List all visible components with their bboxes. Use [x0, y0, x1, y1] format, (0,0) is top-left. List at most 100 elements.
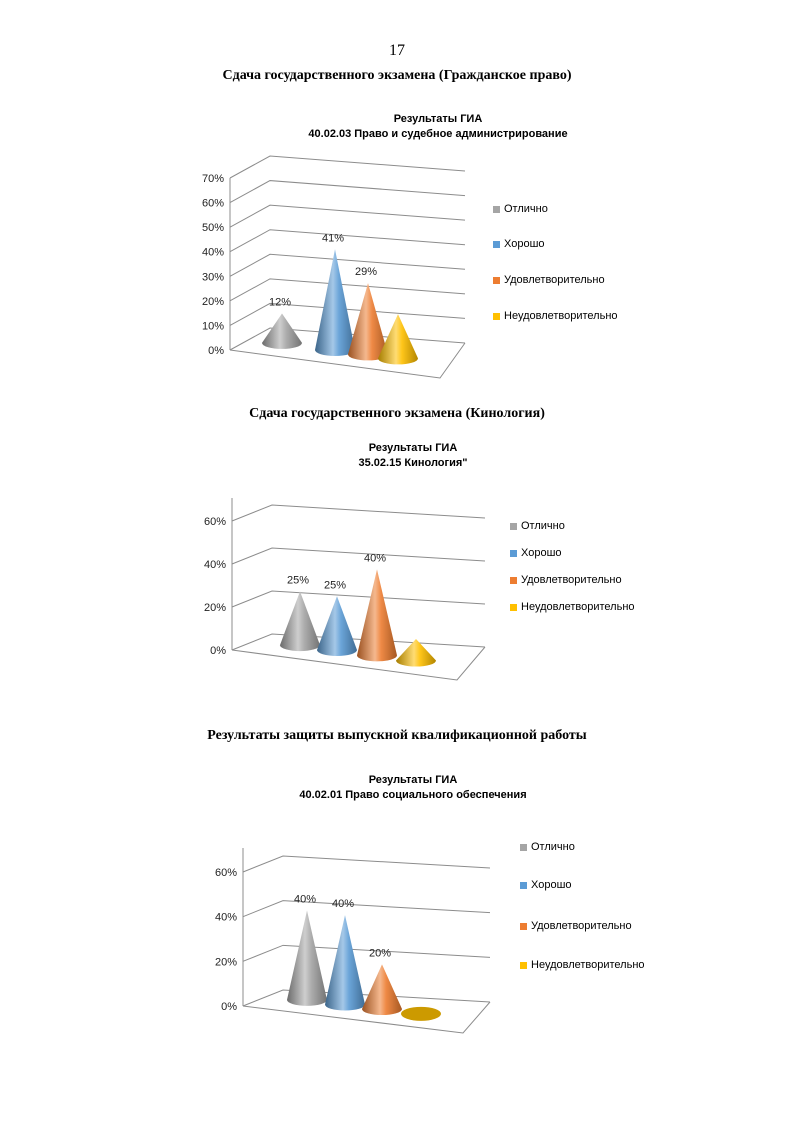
legend-swatch — [510, 549, 517, 557]
chart2-legend-item: Неудовлетворительно — [510, 601, 635, 613]
data-label: 25% — [287, 574, 309, 586]
y-tick-label: 0% — [208, 345, 224, 357]
y-tick-label: 40% — [202, 247, 224, 259]
y-tick-label: 50% — [202, 222, 224, 234]
chart3-legend-item: Хорошо — [520, 879, 572, 891]
legend-label: Удовлетворительно — [504, 274, 605, 286]
legend-label: Хорошо — [521, 547, 562, 559]
heading-civil-law-exam: Сдача государственного экзамена (Граждан… — [222, 68, 572, 83]
gridline — [242, 855, 491, 873]
legend-swatch — [493, 312, 500, 320]
chart1-legend-item: Удовлетворительно — [493, 274, 605, 286]
gridline — [229, 155, 466, 179]
y-tick-label: 60% — [215, 867, 237, 879]
chart1-title-line2: 40.02.03 Право и судебное администрирова… — [308, 128, 568, 140]
y-tick-label: 0% — [210, 645, 226, 657]
chart1-legend-item: Хорошо — [493, 238, 545, 250]
gridline — [242, 900, 491, 918]
cone-Неудовлетворительно — [378, 314, 418, 365]
y-tick-label: 10% — [202, 320, 224, 332]
cone-Отлично — [280, 591, 320, 652]
chart-floor-edge — [231, 646, 486, 681]
data-label: 25% — [324, 579, 346, 591]
chart2-legend-item: Хорошо — [510, 547, 562, 559]
gridline — [231, 547, 486, 565]
chart3-title-line2: 40.02.01 Право социального обеспечения — [299, 789, 527, 801]
cone-Хорошо — [315, 249, 355, 356]
gridline — [229, 253, 466, 277]
gridline — [229, 229, 466, 253]
chart3-legend-item: Отлично — [520, 841, 575, 853]
y-tick-label: 20% — [202, 296, 224, 308]
y-tick-label: 20% — [215, 956, 237, 968]
data-label: 41% — [322, 232, 344, 244]
y-tick-label: 30% — [202, 271, 224, 283]
data-label: 29% — [355, 266, 377, 278]
data-label: 40% — [364, 552, 386, 564]
data-label: 40% — [294, 894, 316, 906]
cone-Отлично — [287, 910, 327, 1006]
legend-label: Отлично — [531, 841, 575, 853]
gridline — [242, 989, 491, 1007]
cone-Хорошо — [325, 915, 365, 1011]
chart1-legend-item: Отлично — [493, 203, 548, 215]
y-tick-label: 60% — [204, 516, 226, 528]
chart2-title: Результаты ГИА 35.02.15 Кинология" — [213, 441, 613, 471]
gridline — [231, 633, 486, 651]
chart3-legend-item: Удовлетворительно — [520, 920, 632, 932]
data-label: 20% — [369, 947, 391, 959]
heading-cynology-exam: Сдача государственного экзамена (Кинолог… — [249, 406, 545, 421]
y-tick-label: 20% — [204, 602, 226, 614]
chart1-legend-item: Неудовлетворительно — [493, 310, 618, 322]
legend-label: Хорошо — [504, 238, 545, 250]
cone-Хорошо — [317, 596, 357, 656]
legend-swatch — [520, 881, 527, 889]
data-label: 12% — [269, 296, 291, 308]
heading-thesis-defense: Результаты защиты выпускной квалификацио… — [207, 728, 587, 743]
chart2-legend-item: Удовлетворительно — [510, 574, 622, 586]
chart2-title-line1: Результаты ГИА — [368, 442, 458, 454]
legend-swatch — [510, 576, 517, 584]
legend-label: Неудовлетворительно — [531, 959, 645, 971]
chart1-title-line1: Результаты ГИА — [393, 113, 483, 125]
y-tick-label: 0% — [221, 1001, 237, 1013]
legend-swatch — [520, 843, 527, 851]
gridline — [229, 204, 466, 228]
legend-label: Неудовлетворительно — [521, 601, 635, 613]
cone-Удовлетворительно — [357, 569, 397, 662]
chart3-title: Результаты ГИА 40.02.01 Право социальног… — [213, 773, 613, 803]
gridline — [231, 590, 486, 608]
legend-swatch — [520, 961, 527, 969]
legend-swatch — [493, 240, 500, 248]
gridline — [229, 302, 466, 326]
legend-label: Отлично — [521, 520, 565, 532]
data-label: 40% — [332, 898, 354, 910]
cone-Неудовлетворительно — [401, 1006, 441, 1021]
chart2-title-line2: 35.02.15 Кинология" — [358, 457, 468, 469]
chart3-legend-item: Неудовлетворительно — [520, 959, 645, 971]
legend-swatch — [520, 922, 527, 930]
cone-Отлично — [262, 313, 302, 349]
legend-label: Удовлетворительно — [521, 574, 622, 586]
legend-swatch — [510, 522, 517, 530]
gridline — [229, 278, 466, 302]
y-tick-label: 60% — [202, 198, 224, 210]
y-tick-label: 40% — [204, 559, 226, 571]
legend-swatch — [493, 205, 500, 213]
chart-floor-edge — [229, 342, 466, 379]
y-tick-label: 40% — [215, 912, 237, 924]
chart3-gridlines — [242, 848, 491, 1034]
legend-label: Хорошо — [531, 879, 572, 891]
chart1-title: Результаты ГИА 40.02.03 Право и судебное… — [238, 112, 638, 142]
chart2-legend-item: Отлично — [510, 520, 565, 532]
chart3-title-line1: Результаты ГИА — [368, 774, 458, 786]
gridline — [229, 180, 466, 204]
y-tick-label: 70% — [202, 173, 224, 185]
page-number: 17 — [389, 42, 405, 59]
chart-floor-edge — [242, 1001, 491, 1034]
gridline — [242, 944, 491, 962]
legend-swatch — [493, 276, 500, 284]
legend-swatch — [510, 603, 517, 611]
